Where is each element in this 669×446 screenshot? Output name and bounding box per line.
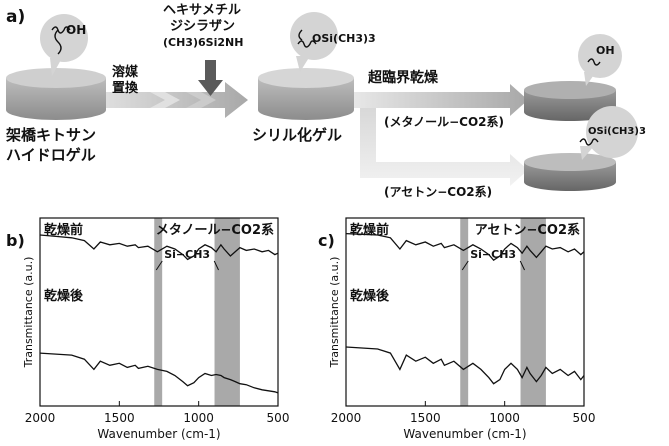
chevron-accent-1 xyxy=(150,92,180,108)
plot-frame xyxy=(39,217,279,407)
series-line-0 xyxy=(39,234,279,261)
route-arrow-upper xyxy=(330,84,528,116)
x-tick-label: 500 xyxy=(573,411,596,425)
highlight-band-0 xyxy=(460,218,469,406)
x-axis-label: Wavenumber (cm-1) xyxy=(97,427,220,441)
plot-frame xyxy=(345,217,585,407)
x-tick-label: 2000 xyxy=(331,411,362,425)
chain-squiggle-icon xyxy=(297,40,317,48)
x-tick-label: 1500 xyxy=(104,411,135,425)
bubble-osi-label: OSi(CH3)3 xyxy=(588,126,646,137)
series-line-0 xyxy=(345,232,585,262)
chain-squiggle-icon xyxy=(298,29,303,41)
chain-squiggle-icon xyxy=(587,58,601,66)
series-line-1 xyxy=(39,352,279,394)
route-arrow-lower xyxy=(360,108,528,186)
cylinder-methanol-route xyxy=(524,81,616,121)
annotation-pointer xyxy=(461,260,469,271)
chevron-accent-2 xyxy=(186,92,216,108)
series-line-1 xyxy=(345,346,585,385)
x-axis-label: Wavenumber (cm-1) xyxy=(403,427,526,441)
series-label-1: 乾燥後 xyxy=(44,288,84,304)
annotation-si-ch3: Si−CH3 xyxy=(164,248,210,261)
highlight-band-1 xyxy=(214,218,240,406)
reagent-name-line1: ヘキサメチル xyxy=(163,3,241,18)
bubble-oh-methanol: OH xyxy=(578,34,622,86)
bubble-oh-label: OH xyxy=(596,44,615,57)
solvent-exchange-line2: 置換 xyxy=(112,80,139,96)
cylinder-hydrogel xyxy=(6,68,106,120)
panel-c-label: c) xyxy=(318,231,335,250)
supercritical-drying-label: 超臨界乾燥 xyxy=(367,69,439,86)
solvent-exchange-line1: 溶媒 xyxy=(112,64,139,80)
chart-title: メタノール−CO2系 xyxy=(156,222,274,238)
highlight-band-0 xyxy=(154,218,163,406)
annotation-pointer xyxy=(155,260,163,271)
route-methanol-label: (メタノール−CO2系) xyxy=(384,114,504,129)
reagent-formula: (CH3)6Si2NH xyxy=(163,36,243,49)
chain-squiggle-icon xyxy=(579,138,599,146)
bubble-oh-label: OH xyxy=(66,23,86,37)
cylinder-silylated-gel xyxy=(258,68,354,120)
panel-b-label: b) xyxy=(6,231,25,250)
hydrogel-label-line1: 架橋キトサン xyxy=(5,126,96,144)
bubble-osi-silylated: OSi(CH3)3 xyxy=(290,12,376,72)
x-tick-label: 1500 xyxy=(410,411,441,425)
reagent-down-arrow xyxy=(198,60,223,96)
process-arrow xyxy=(60,82,248,118)
series-label-0: 乾燥前 xyxy=(350,222,389,238)
y-axis-label: Transmittance (a.u.) xyxy=(328,257,341,369)
y-axis-label: Transmittance (a.u.) xyxy=(22,257,35,369)
x-tick-label: 500 xyxy=(267,411,290,425)
panel-a-label: a) xyxy=(6,7,25,27)
annotation-si-ch3: Si−CH3 xyxy=(470,248,516,261)
silylated-gel-label: シリル化ゲル xyxy=(252,126,342,144)
reagent-name-line2: ジシラザン xyxy=(170,19,235,34)
route-acetone-label: (アセトン−CO2系) xyxy=(384,184,492,199)
x-tick-label: 1000 xyxy=(183,411,214,425)
cylinder-acetone-route xyxy=(524,153,616,191)
annotation-pointer xyxy=(519,260,525,271)
series-label-0: 乾燥前 xyxy=(44,222,83,238)
chart-title: アセトン−CO2系 xyxy=(475,222,580,238)
bubble-osi-acetone: OSi(CH3)3 xyxy=(579,106,646,160)
hydrogel-label-line2: ハイドロゲル xyxy=(6,146,96,164)
annotation-pointer xyxy=(213,260,219,271)
bubble-osi-label: OSi(CH3)3 xyxy=(312,32,376,45)
bubble-oh-hydrogel: OH xyxy=(40,14,88,76)
chain-squiggle-icon xyxy=(51,26,71,34)
chain-squiggle-icon xyxy=(54,29,62,55)
x-tick-label: 1000 xyxy=(489,411,520,425)
series-label-1: 乾燥後 xyxy=(350,288,390,304)
x-tick-label: 2000 xyxy=(25,411,56,425)
